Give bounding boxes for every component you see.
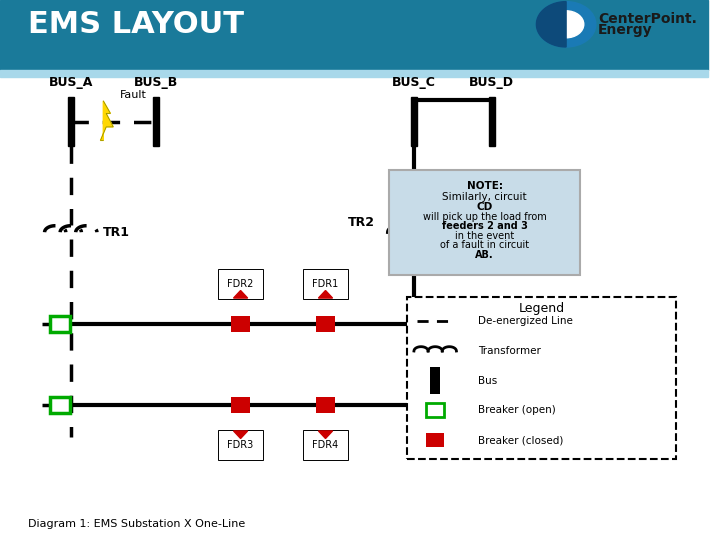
Text: TR2: TR2 xyxy=(348,217,375,230)
Text: Similarly, circuit: Similarly, circuit xyxy=(442,192,527,202)
Bar xyxy=(426,433,444,447)
Circle shape xyxy=(536,2,596,47)
Text: BUS_A: BUS_A xyxy=(48,76,93,89)
Polygon shape xyxy=(233,291,248,298)
Bar xyxy=(50,316,70,332)
Polygon shape xyxy=(318,291,333,298)
Text: FDR4: FDR4 xyxy=(312,440,338,450)
Text: FDR3: FDR3 xyxy=(228,440,253,450)
FancyBboxPatch shape xyxy=(390,170,580,275)
Bar xyxy=(230,316,251,332)
Polygon shape xyxy=(405,213,423,225)
Polygon shape xyxy=(405,181,423,193)
Circle shape xyxy=(549,11,584,38)
Bar xyxy=(0,0,708,70)
Text: AB.: AB. xyxy=(475,250,494,260)
Text: BUS_C: BUS_C xyxy=(392,76,436,89)
Text: EMS LAYOUT: EMS LAYOUT xyxy=(28,10,244,39)
Polygon shape xyxy=(536,2,566,47)
Bar xyxy=(315,316,336,332)
Bar xyxy=(411,97,417,146)
Bar xyxy=(68,97,73,146)
Text: in the event: in the event xyxy=(455,231,514,241)
Text: NOTE:: NOTE: xyxy=(467,181,503,191)
Bar xyxy=(489,97,495,146)
Bar xyxy=(431,367,440,394)
Text: feeders 2 and 3: feeders 2 and 3 xyxy=(442,221,528,232)
Polygon shape xyxy=(405,224,423,236)
Polygon shape xyxy=(101,101,113,140)
Text: FDR2: FDR2 xyxy=(228,279,253,289)
Text: Energy: Energy xyxy=(598,23,652,37)
Bar xyxy=(230,397,251,413)
Bar xyxy=(315,397,336,413)
Text: Bus: Bus xyxy=(477,376,497,386)
Polygon shape xyxy=(405,202,423,214)
Text: Transformer: Transformer xyxy=(477,346,541,356)
Polygon shape xyxy=(233,431,248,438)
Text: CenterPoint.: CenterPoint. xyxy=(598,12,697,26)
Text: BUS_B: BUS_B xyxy=(133,76,178,89)
Text: will pick up the load from: will pick up the load from xyxy=(423,212,546,222)
Polygon shape xyxy=(405,192,423,204)
Bar xyxy=(426,403,444,417)
Text: CD: CD xyxy=(477,202,493,213)
Text: Diagram 1: EMS Substation X One-Line: Diagram 1: EMS Substation X One-Line xyxy=(28,519,246,529)
Text: TR2: TR2 xyxy=(421,217,448,230)
Text: of a fault in circuit: of a fault in circuit xyxy=(440,240,529,251)
Text: Breaker (closed): Breaker (closed) xyxy=(477,435,563,445)
Text: De-energized Line: De-energized Line xyxy=(477,316,572,326)
Text: Legend: Legend xyxy=(518,302,564,315)
Text: BUS_D: BUS_D xyxy=(469,76,514,89)
Text: Fault: Fault xyxy=(120,90,147,100)
Polygon shape xyxy=(318,431,333,438)
Text: Breaker (open): Breaker (open) xyxy=(477,406,555,415)
Bar xyxy=(153,97,158,146)
Bar xyxy=(0,70,708,77)
Bar xyxy=(50,397,70,413)
Text: TR1: TR1 xyxy=(103,226,130,239)
Text: FDR1: FDR1 xyxy=(312,279,338,289)
Bar xyxy=(407,297,676,459)
